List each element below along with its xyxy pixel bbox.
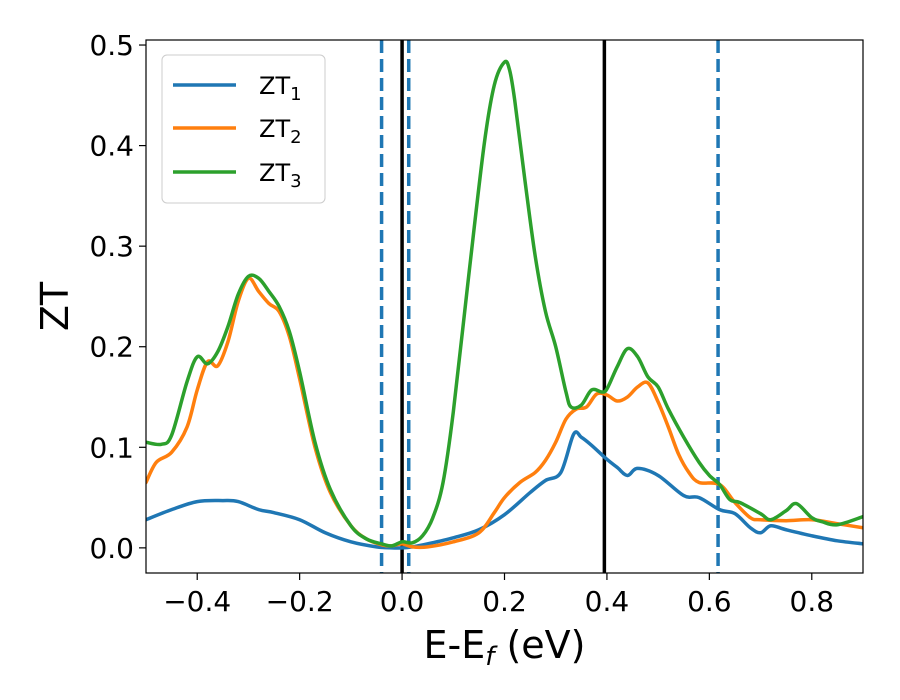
x-axis-title-main: E-E bbox=[424, 623, 486, 667]
x-tick-label: 0.4 bbox=[585, 585, 630, 618]
x-tick-label: −0.2 bbox=[266, 585, 334, 618]
x-tick-label: 0.8 bbox=[790, 585, 835, 618]
y-tick-label: 0.4 bbox=[89, 130, 134, 163]
x-tick-label: 0.6 bbox=[687, 585, 732, 618]
y-tick-label: 0.1 bbox=[89, 431, 134, 464]
x-axis: −0.4 −0.2 0.0 0.2 0.4 0.6 0.8 bbox=[163, 573, 834, 618]
legend-box bbox=[161, 54, 326, 204]
x-tick-label: 0.0 bbox=[380, 585, 425, 618]
vertical-reference-lines bbox=[379, 40, 720, 573]
series-line-zt3 bbox=[146, 59, 863, 548]
y-tick-label: 0.3 bbox=[89, 230, 134, 263]
series-line-zt1 bbox=[146, 430, 863, 550]
y-axis: 0.0 0.1 0.2 0.3 0.4 0.5 bbox=[89, 29, 146, 565]
legend-label-zt3: ZT3 bbox=[259, 159, 302, 192]
x-axis-title: E-Ef (eV) bbox=[424, 623, 586, 672]
y-tick-label: 0.0 bbox=[89, 532, 134, 565]
y-tick-label: 0.5 bbox=[89, 29, 134, 62]
legend-label-zt2: ZT2 bbox=[259, 115, 302, 148]
y-axis-title: ZT bbox=[33, 281, 77, 331]
legend-label-zt1: ZT1 bbox=[259, 72, 302, 105]
x-axis-title-unit: (eV) bbox=[494, 623, 585, 667]
legend: ZT1 ZT2 ZT3 bbox=[161, 54, 326, 204]
series-layer bbox=[146, 59, 863, 550]
y-tick-label: 0.2 bbox=[89, 331, 134, 364]
x-tick-label: 0.2 bbox=[482, 585, 527, 618]
x-tick-label: −0.4 bbox=[163, 585, 231, 618]
